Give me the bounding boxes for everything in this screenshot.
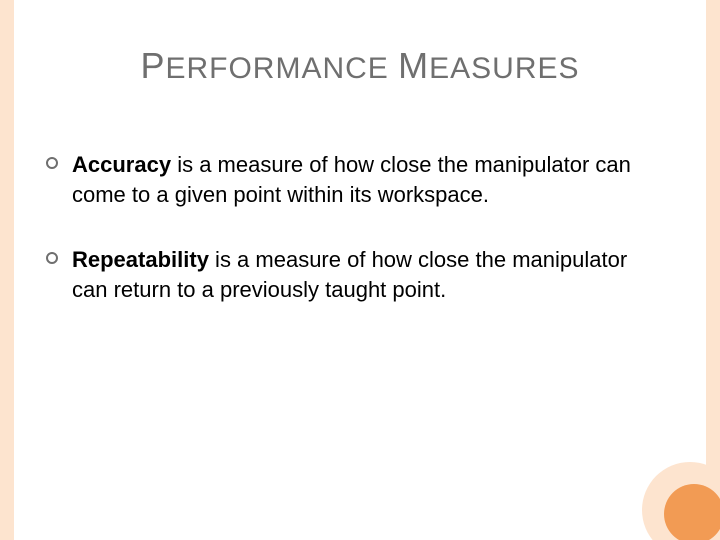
title-seg-2: EASURES [429, 52, 579, 85]
bullet-text: Repeatability is a measure of how close … [72, 245, 660, 304]
content-area: Accuracy is a measure of how close the m… [46, 150, 660, 341]
bullet-marker-icon [46, 252, 58, 264]
bullet-term: Accuracy [72, 152, 171, 177]
title-cap-1: P [140, 45, 165, 86]
corner-circle-inner [664, 484, 720, 540]
slide-title: PERFORMANCE MEASURES [0, 45, 720, 87]
bullet-item: Accuracy is a measure of how close the m… [46, 150, 660, 209]
bullet-marker-icon [46, 157, 58, 169]
bullet-term: Repeatability [72, 247, 209, 272]
bullet-item: Repeatability is a measure of how close … [46, 245, 660, 304]
bullet-text: Accuracy is a measure of how close the m… [72, 150, 660, 209]
title-seg-1: ERFORMANCE [165, 52, 398, 85]
title-cap-2: M [398, 45, 429, 86]
